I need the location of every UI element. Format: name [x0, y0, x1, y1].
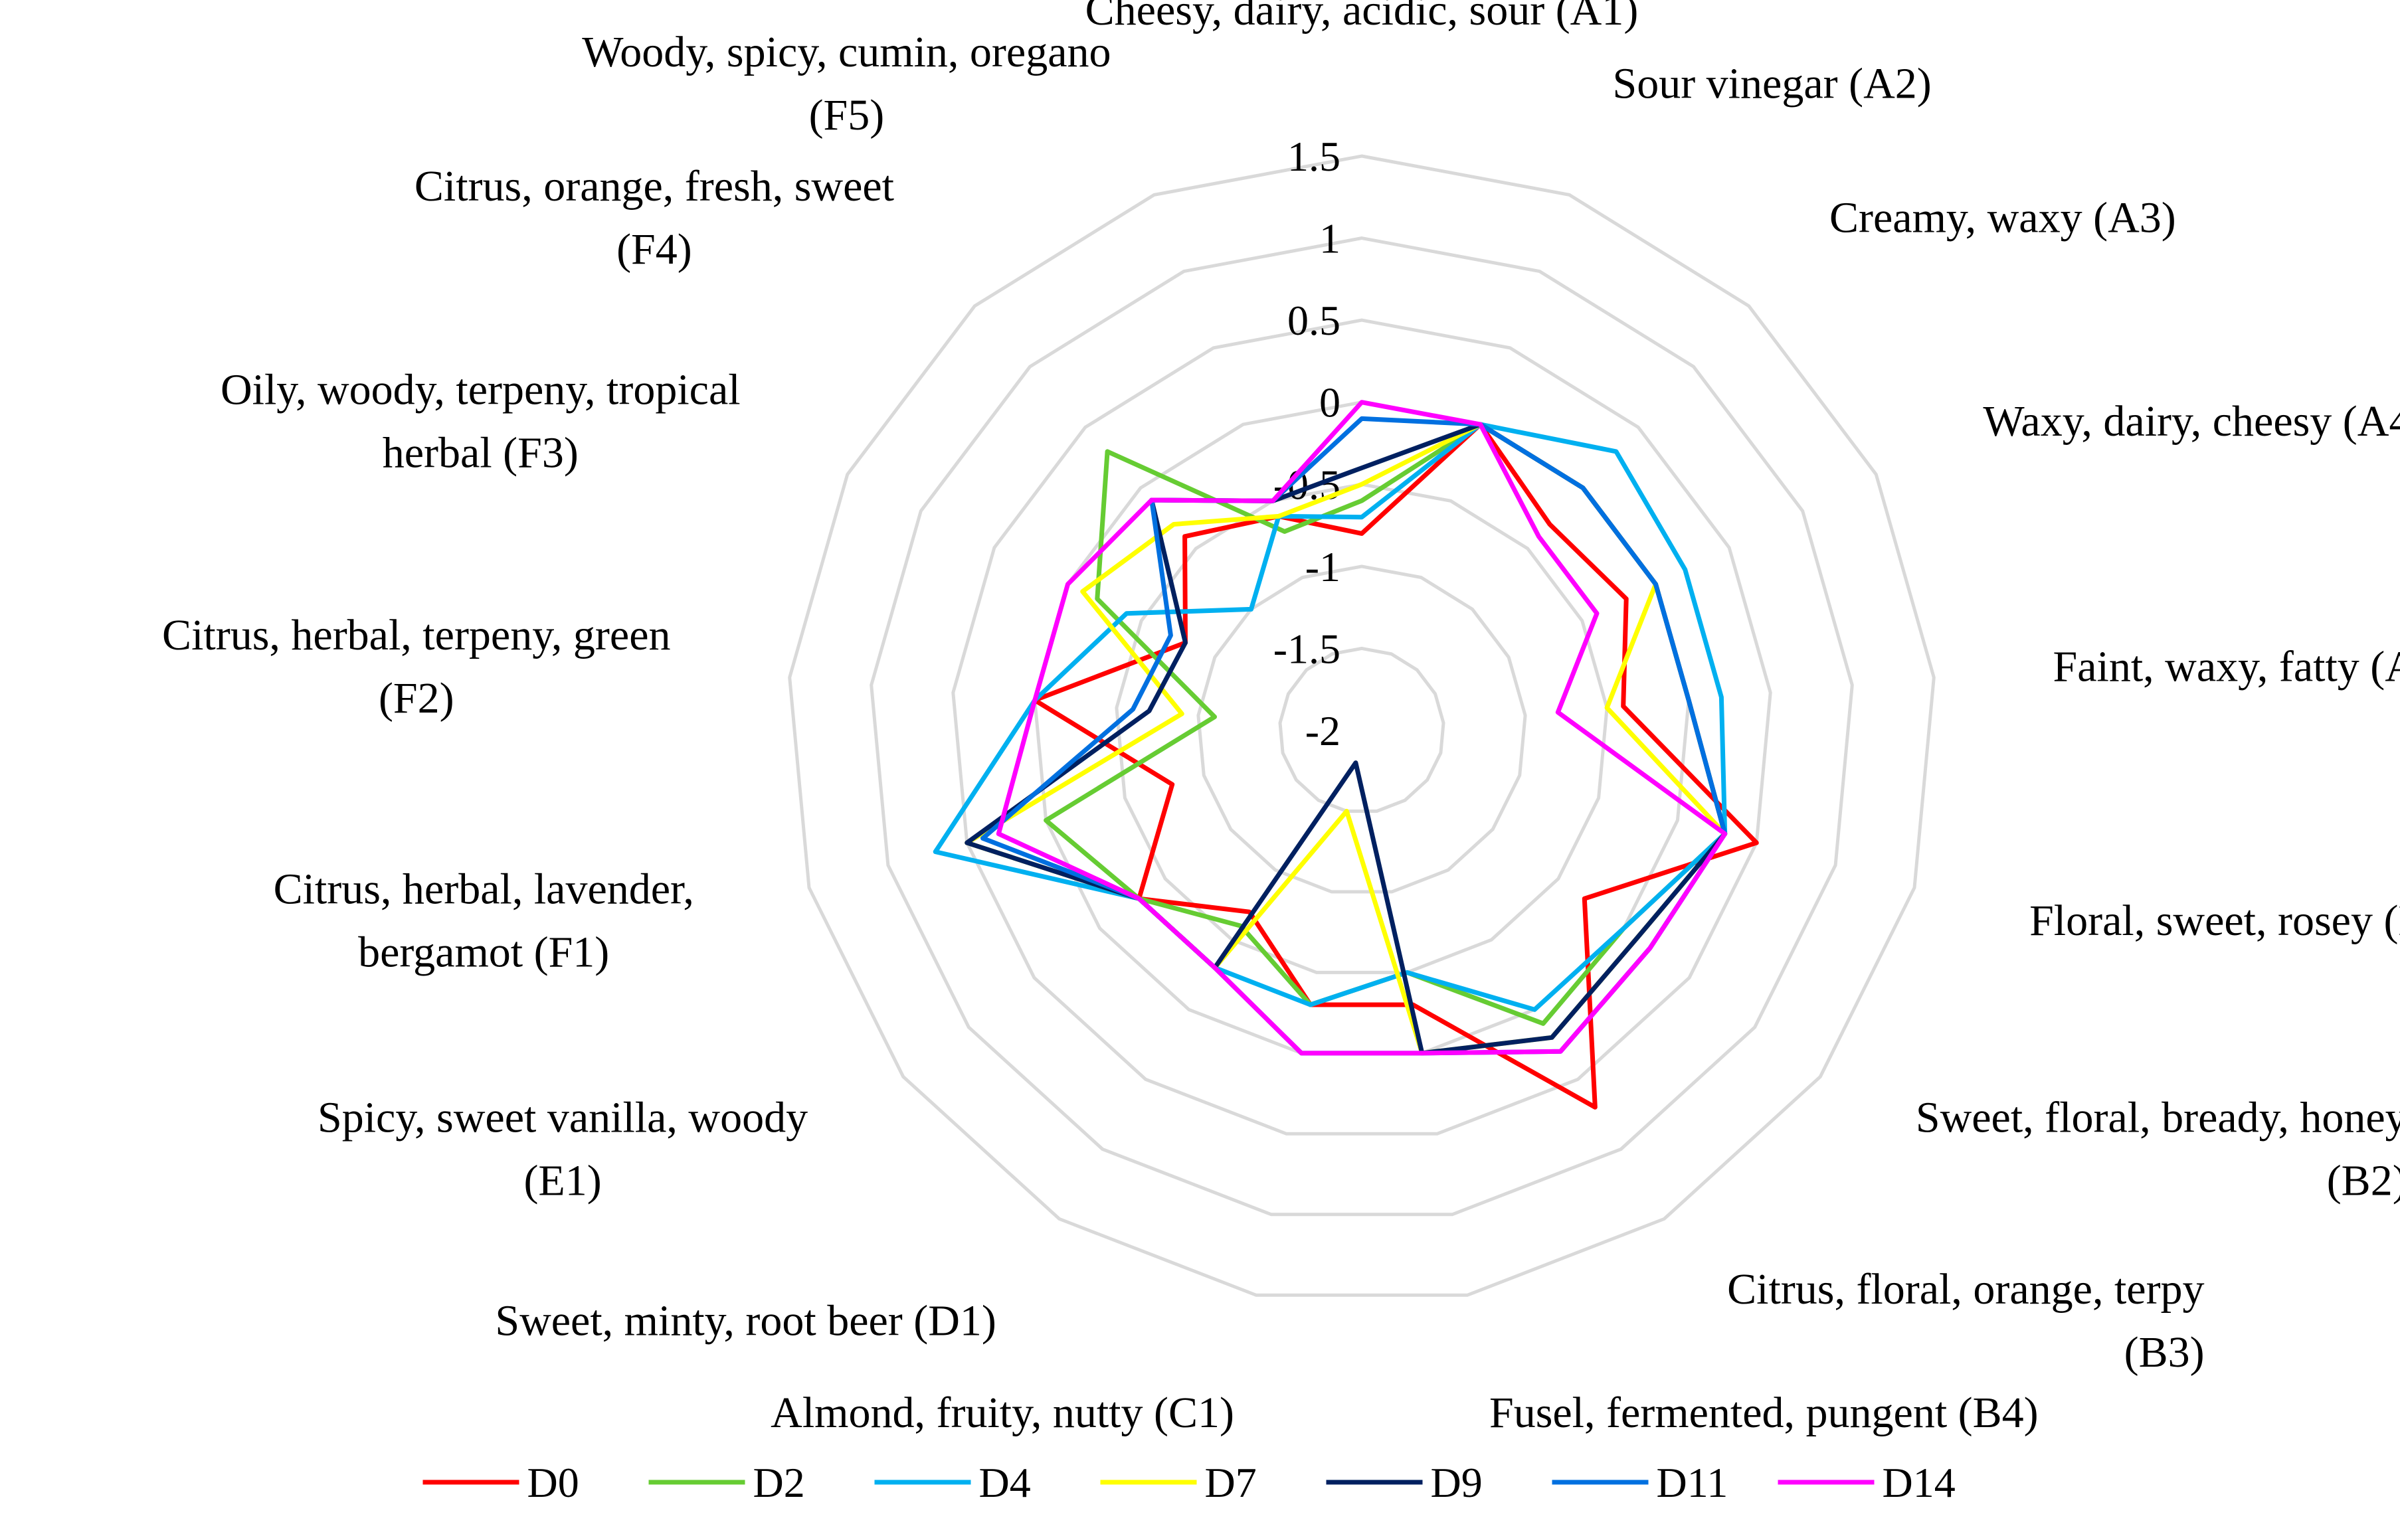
series-line-d14 [996, 400, 1728, 1056]
legend: D0 D2 D4 D7 D9 D11 D14 [422, 1459, 1956, 1506]
axis-label-line: Creamy, waxy (A3) [1829, 194, 2176, 242]
axis-label-line: Almond, fruity, nutty (C1) [771, 1389, 1234, 1437]
axis-label: Almond, fruity, nutty (C1) [771, 1389, 1234, 1437]
axis-label: Woody, spicy, cumin, oregano (F5) [582, 28, 1111, 139]
tick-label: 1 [1319, 215, 1340, 262]
axis-label: Floral, sweet, rosey (B1) [2029, 897, 2400, 945]
series-line-d0 [1032, 422, 1759, 1110]
axis-label: Citrus, orange, fresh, sweet (F4) [415, 162, 894, 274]
axis-label-line: Sweet, minty, root beer (D1) [495, 1297, 996, 1345]
axis-label-line: Citrus, herbal, lavender, [274, 865, 694, 914]
axis-label: Citrus, herbal, lavender, bergamot (F1) [274, 865, 694, 977]
tick-label: 1.5 [1287, 133, 1340, 180]
axis-label-line: (B3) [2124, 1328, 2205, 1377]
axis-label: Cheesy, dairy, acidic, sour (A1) [1085, 0, 1639, 35]
axis-label-line: Citrus, orange, fresh, sweet [415, 162, 894, 211]
legend-item-d0: D0 [422, 1459, 579, 1506]
legend-label: D7 [1205, 1459, 1257, 1506]
legend-label: D2 [753, 1459, 805, 1506]
axis-label-line: Woody, spicy, cumin, oregano [582, 28, 1111, 76]
axis-label-line: Oily, woody, terpeny, tropical [221, 366, 741, 414]
gridline-ring [1278, 646, 1445, 813]
axis-label-line: Sweet, floral, bready, honey [1916, 1093, 2400, 1142]
legend-item-d11: D11 [1552, 1459, 1728, 1506]
axis-label-line: Citrus, herbal, terpeny, green [162, 611, 670, 659]
axis-label: Creamy, waxy (A3) [1829, 194, 2176, 242]
legend-label: D9 [1431, 1459, 1483, 1506]
axis-label: Sweet, minty, root beer (D1) [495, 1297, 996, 1345]
legend-label: D4 [979, 1459, 1031, 1506]
gridline-ring [1196, 564, 1527, 894]
legend-item-d2: D2 [648, 1459, 805, 1506]
axis-label-line: (B2) [2327, 1156, 2400, 1205]
axis-label: Fusel, fermented, pungent (B4) [1489, 1389, 2039, 1437]
gridline-ring [788, 154, 1936, 1297]
legend-item-d4: D4 [874, 1459, 1031, 1506]
legend-label: D11 [1657, 1459, 1728, 1506]
radar-gridlines [788, 154, 1936, 1297]
axis-label-line: Faint, waxy, fatty (A5) [2053, 643, 2400, 691]
axis-label-line: Sour vinegar (A2) [1613, 60, 1932, 108]
axis-label-line: bergamot (F1) [358, 928, 609, 977]
axis-label-line: Waxy, dairy, cheesy (A4) [1983, 397, 2400, 446]
axis-label: Citrus, herbal, terpeny, green (F2) [162, 611, 670, 723]
axis-label: Oily, woody, terpeny, tropical herbal (F3… [221, 366, 741, 477]
axis-label-line: Floral, sweet, rosey (B1) [2029, 897, 2400, 945]
axis-labels: Cheesy, dairy, acidic, sour (A1) Sour vin… [162, 0, 2400, 1437]
legend-item-d14: D14 [1778, 1459, 1956, 1506]
axis-label-line: (E1) [523, 1156, 601, 1205]
axis-label-line: Citrus, floral, orange, terpy [1727, 1265, 2204, 1314]
axis-label-line: Cheesy, dairy, acidic, sour (A1) [1085, 0, 1639, 35]
axis-label: Faint, waxy, fatty (A5) [2053, 643, 2400, 691]
axis-label: Spicy, sweet vanilla, woody (E1) [318, 1093, 808, 1205]
data-series [933, 400, 1759, 1110]
axis-label: Sour vinegar (A2) [1613, 60, 1932, 108]
legend-label: D0 [527, 1459, 579, 1506]
axis-label-line: (F5) [809, 91, 885, 139]
legend-item-d9: D9 [1326, 1459, 1483, 1506]
axis-label-line: Fusel, fermented, pungent (B4) [1489, 1389, 2039, 1437]
axis-label: Sweet, floral, bready, honey (B2) [1916, 1093, 2400, 1205]
axis-label: Waxy, dairy, cheesy (A4) [1983, 397, 2400, 446]
series-line-d4 [933, 422, 1728, 1012]
axis-label-line: (F2) [379, 674, 454, 723]
gridline-ring [870, 236, 1854, 1217]
tick-label: -2 [1305, 707, 1340, 754]
tick-label: 0 [1319, 379, 1340, 426]
tick-label: -1 [1305, 543, 1340, 590]
legend-label: D14 [1883, 1459, 1956, 1506]
gridline-ring [951, 318, 1772, 1136]
legend-item-d7: D7 [1100, 1459, 1257, 1506]
gridline-ring [1115, 482, 1609, 974]
axis-label-line: Spicy, sweet vanilla, woody [318, 1093, 808, 1142]
axis-label-line: herbal (F3) [383, 429, 579, 477]
tick-label: -1.5 [1273, 625, 1340, 672]
tick-label: 0.5 [1287, 297, 1340, 344]
radial-tick-labels: -2-1.5-1-0.500.511.5 [1273, 133, 1340, 754]
axis-label: Citrus, floral, orange, terpy (B3) [1727, 1265, 2205, 1377]
axis-label-line: (F4) [616, 225, 692, 274]
